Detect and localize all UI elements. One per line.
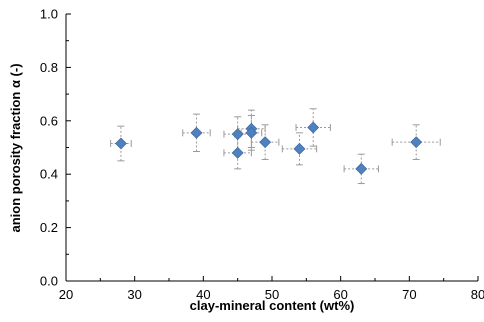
ticks: 20 30 40 50 60 70 80 0.0 0.2 0.4 0.6 0.8 1.0	[40, 7, 484, 303]
x-tick-label: 20	[59, 287, 73, 302]
x-tick-label: 60	[333, 287, 347, 302]
data-point-marker	[293, 142, 306, 155]
y-tick-label: 0.8	[40, 60, 58, 75]
data-point-marker	[259, 136, 272, 149]
data-point-marker	[410, 136, 423, 149]
data-point-marker	[355, 162, 368, 175]
x-tick-label: 50	[265, 287, 279, 302]
x-tick-label: 30	[127, 287, 141, 302]
x-axis-title: clay-mineral content (wt%)	[190, 298, 355, 313]
data-point-marker	[115, 137, 127, 150]
data-point-marker	[231, 146, 244, 159]
y-tick-label: 0.0	[40, 274, 58, 289]
y-tick-label: 1.0	[40, 7, 58, 22]
data-point-marker	[190, 126, 203, 139]
y-axis-title: anion porosity fraction α (-)	[8, 63, 23, 232]
y-tick-label: 0.6	[40, 113, 58, 128]
x-tick-label: 70	[402, 287, 416, 302]
data-point-marker	[245, 126, 258, 139]
x-tick-label: 40	[196, 287, 210, 302]
x-tick-label: 80	[471, 287, 484, 302]
y-tick-label: 0.2	[40, 220, 58, 235]
y-tick-label: 0.4	[40, 167, 58, 182]
data-point-marker	[231, 128, 244, 141]
data-point-marker	[307, 121, 320, 134]
plot-area	[110, 108, 441, 185]
